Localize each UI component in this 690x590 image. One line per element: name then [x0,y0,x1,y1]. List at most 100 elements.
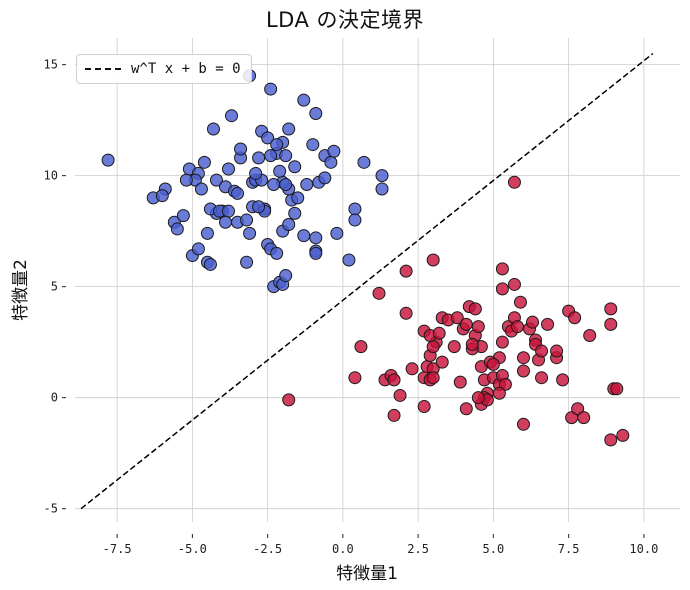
data-point [498,377,512,391]
data-point [535,344,549,358]
data-point [282,122,296,136]
data-point [327,144,341,158]
data-point [471,391,485,405]
data-point [197,155,211,169]
data-point [225,109,239,123]
data-point [252,200,266,214]
data-point [179,173,193,187]
data-point [604,433,618,447]
data-point [348,213,362,227]
x-tick-label: 7.5 [558,542,580,556]
data-point [222,162,236,176]
data-point [318,171,332,185]
data-point [516,364,530,378]
data-point [550,344,564,358]
data-point [399,306,413,320]
x-tick-label: -7.5 [103,542,132,556]
data-point [387,373,401,387]
data-point [492,386,506,400]
data-point [426,371,440,385]
data-point [405,362,419,376]
data-point [309,231,323,245]
data-point [288,206,302,220]
legend: w^T x + b = 0 [76,54,252,84]
dashed-line-swatch-icon [85,68,121,70]
data-point [240,255,254,269]
data-point [535,371,549,385]
data-point [450,311,464,325]
data-point [399,264,413,278]
data-point [170,222,184,236]
data-point [309,106,323,120]
data-point [616,428,630,442]
data-point [426,340,440,354]
y-tick-label: 5 [51,280,58,294]
data-point [288,160,302,174]
data-point [571,402,585,416]
data-point [240,213,254,227]
data-point [435,355,449,369]
y-tick-label: 10 [44,169,58,183]
data-point [306,138,320,152]
data-point [330,226,344,240]
data-point [155,189,169,203]
axis-ticks: -7.5 -5.0 -2.5 0.0 2.5 5.0 7.5 10.0 -5 0 5 10 15 [44,58,659,556]
data-point [222,204,236,218]
data-point [471,320,485,334]
data-point [387,408,401,422]
data-point [324,155,338,169]
data-point [273,164,287,178]
y-tick-label: 0 [51,391,58,405]
data-point [507,277,521,291]
data-point [556,373,570,387]
x-tick-label: 10.0 [629,542,658,556]
data-point [510,320,524,334]
legend-label: w^T x + b = 0 [131,61,241,77]
data-point [495,335,509,349]
data-point [468,302,482,316]
data-point [459,402,473,416]
data-point [526,315,540,329]
data-point [282,217,296,231]
y-tick-label: -5 [44,502,58,516]
data-point [459,317,473,331]
data-point [568,311,582,325]
data-point [297,229,311,243]
data-point [194,182,208,196]
data-point [486,357,500,371]
data-point [282,393,296,407]
data-point [203,257,217,271]
data-point [176,209,190,223]
data-point [357,155,371,169]
data-point [583,329,597,343]
data-point [243,226,257,240]
data-point [426,253,440,267]
decision-boundary-line [80,52,654,510]
data-point [348,202,362,216]
data-point [200,226,214,240]
data-point [270,138,284,152]
data-point [354,340,368,354]
data-point [261,131,275,145]
data-point [234,142,248,156]
data-point [342,253,356,267]
data-point [513,295,527,309]
data-point [267,178,281,192]
data-point [279,149,293,163]
data-point [372,286,386,300]
data-point [577,411,591,425]
data-point [495,282,509,296]
data-point [375,182,389,196]
x-axis-label: 特徴量1 [336,564,398,584]
x-tick-label: 2.5 [407,542,429,556]
data-point [432,326,446,340]
data-point [218,215,232,229]
x-tick-label: 0.0 [332,542,354,556]
data-point [300,178,314,192]
grid-lines [75,38,680,522]
data-point [375,169,389,183]
data-point [270,246,284,260]
data-point [453,375,467,389]
data-point [231,186,245,200]
